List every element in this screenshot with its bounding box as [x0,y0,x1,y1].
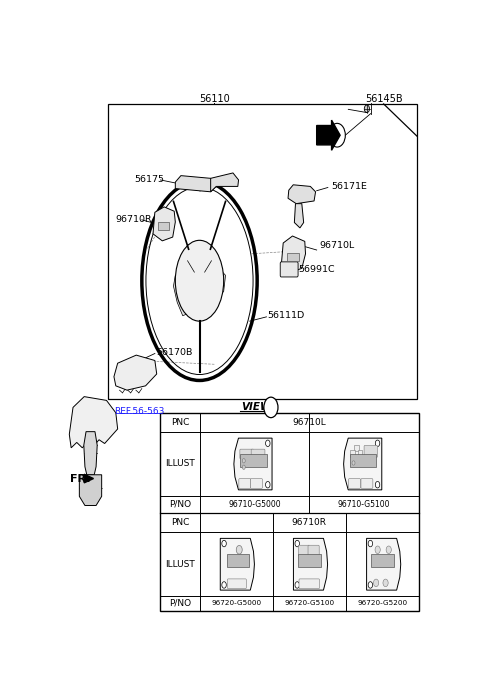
Polygon shape [84,432,97,475]
Circle shape [295,540,300,547]
Text: 96720-G5100: 96720-G5100 [284,599,334,605]
Text: 96710-G5000: 96710-G5000 [228,500,281,509]
Circle shape [364,105,370,113]
Bar [358,450,362,457]
Text: 96710R: 96710R [115,215,152,224]
Bar [298,554,321,567]
Circle shape [375,482,380,488]
Polygon shape [220,538,254,590]
Text: 56110: 56110 [199,94,230,104]
Circle shape [352,461,355,465]
Text: 56111D: 56111D [267,312,305,321]
Bar [108,104,417,399]
Circle shape [265,482,270,488]
Bar [160,413,419,611]
Circle shape [386,546,391,554]
Text: 96720-G5000: 96720-G5000 [211,599,261,605]
Bar [350,454,376,467]
Text: 56170B: 56170B [156,349,192,358]
Text: 96710L: 96710L [292,418,326,427]
Circle shape [222,582,226,588]
Circle shape [373,579,379,587]
Polygon shape [288,185,315,204]
Circle shape [242,465,245,470]
FancyBboxPatch shape [348,479,360,489]
Circle shape [375,440,380,447]
Polygon shape [211,173,239,192]
Polygon shape [175,176,216,192]
FancyBboxPatch shape [228,579,246,589]
Polygon shape [173,267,226,316]
Text: 56171E: 56171E [331,182,367,191]
Polygon shape [114,355,156,390]
Text: REF.56-563: REF.56-563 [114,407,164,416]
Bar [158,222,169,230]
Polygon shape [281,236,305,272]
FancyBboxPatch shape [308,545,319,556]
Circle shape [264,397,278,418]
Bar [354,456,359,462]
Text: P/NO: P/NO [169,500,191,509]
Circle shape [295,582,300,588]
Circle shape [236,545,242,554]
Polygon shape [294,204,304,228]
Text: A: A [268,403,274,412]
FancyBboxPatch shape [251,449,265,459]
Text: PNC: PNC [171,418,189,427]
Circle shape [368,540,372,547]
Bar [354,445,359,452]
Text: 96710R: 96710R [292,518,327,527]
Bar [227,554,249,567]
Polygon shape [234,438,272,490]
FancyBboxPatch shape [240,449,253,459]
Ellipse shape [175,240,224,321]
Bar [240,454,267,467]
Text: 56991C: 56991C [298,265,335,274]
Text: 56175: 56175 [134,175,164,184]
Text: 96710L: 96710L [319,241,354,250]
FancyBboxPatch shape [361,479,373,489]
Text: P/NO: P/NO [169,598,191,607]
Polygon shape [84,474,94,483]
Polygon shape [79,475,102,505]
Circle shape [368,582,372,588]
FancyBboxPatch shape [280,262,298,277]
Text: ILLUST: ILLUST [165,459,195,468]
Text: A: A [334,131,340,140]
FancyBboxPatch shape [239,479,251,489]
Polygon shape [367,538,401,590]
Circle shape [383,579,388,587]
Polygon shape [69,397,118,448]
Text: ILLUST: ILLUST [165,560,195,568]
Circle shape [242,458,245,463]
FancyBboxPatch shape [251,479,263,489]
Text: 96710-G5100: 96710-G5100 [338,500,390,509]
Bar [287,253,299,261]
Text: VIEW: VIEW [241,402,272,412]
Text: 96720-G5200: 96720-G5200 [357,599,408,605]
Bar [350,450,355,457]
Polygon shape [153,207,175,241]
Circle shape [375,546,380,554]
Bar [372,554,394,567]
Circle shape [265,440,270,447]
Polygon shape [344,438,382,490]
Circle shape [329,123,345,147]
Circle shape [222,540,226,547]
FancyBboxPatch shape [299,545,310,556]
Text: PNC: PNC [171,518,189,527]
Text: FR.: FR. [71,473,91,484]
FancyBboxPatch shape [299,579,320,589]
FancyBboxPatch shape [364,445,377,457]
Polygon shape [317,120,340,150]
Polygon shape [293,538,327,590]
Text: 56145B: 56145B [365,94,403,104]
